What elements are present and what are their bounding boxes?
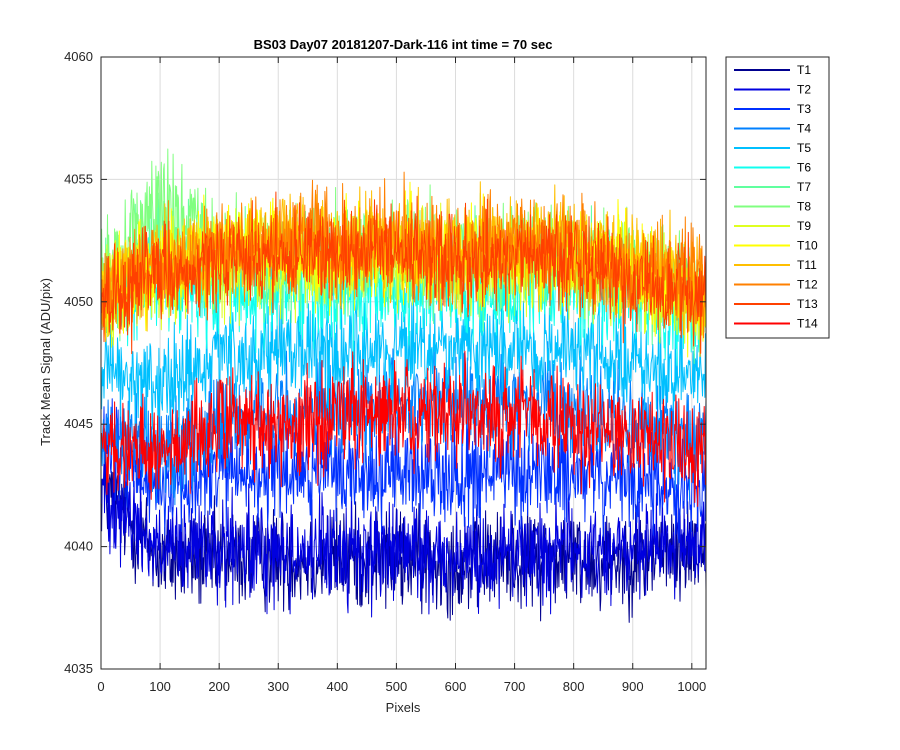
legend: T1 T2 T3 T4 T5 T6 T7 T8 T9 T10 T11 T12 T13 T14 xyxy=(725,56,830,339)
y-tick-label: 4060 xyxy=(64,49,93,64)
legend-label-t1: T1 xyxy=(797,63,811,77)
x-tick-label: 900 xyxy=(622,679,644,694)
series-layer xyxy=(101,148,707,623)
series-line-t12 xyxy=(101,171,707,339)
y-tick-label: 4040 xyxy=(64,539,93,554)
axes xyxy=(100,56,707,670)
x-axis-label: Pixels xyxy=(386,700,421,715)
legend-label-t12: T12 xyxy=(797,278,818,292)
y-tick-label: 4050 xyxy=(64,294,93,309)
series-line-t5 xyxy=(101,286,707,445)
y-axis-label: Track Mean Signal (ADU/pix) xyxy=(38,278,53,446)
series-line-t3 xyxy=(101,398,707,544)
x-tick-label: 700 xyxy=(504,679,526,694)
series-line-t14 xyxy=(101,350,707,507)
legend-label-t4: T4 xyxy=(797,122,811,136)
legend-label-t7: T7 xyxy=(797,180,811,194)
legend-box xyxy=(725,56,830,339)
series-line-t2 xyxy=(101,460,707,618)
x-tick-label: 300 xyxy=(267,679,289,694)
legend-label-t13: T13 xyxy=(797,297,818,311)
x-tick-label: 200 xyxy=(208,679,230,694)
legend-label-t10: T10 xyxy=(797,239,818,253)
legend-label-t9: T9 xyxy=(797,219,811,233)
legend-label-t2: T2 xyxy=(797,83,811,97)
legend-label-t8: T8 xyxy=(797,200,811,214)
legend-label-t11: T11 xyxy=(797,258,817,272)
x-tick-label: 400 xyxy=(326,679,348,694)
axes-box xyxy=(100,56,707,670)
x-tick-label: 800 xyxy=(563,679,585,694)
x-tick-label: 100 xyxy=(149,679,171,694)
x-tick-label: 0 xyxy=(97,679,104,694)
legend-label-t5: T5 xyxy=(797,141,811,155)
x-tick-label: 600 xyxy=(445,679,467,694)
y-tick-label: 4035 xyxy=(64,661,93,676)
ticks: 0 100 200 300 400 500 600 700 800 900 1000 4035 4040… xyxy=(64,49,706,694)
legend-label-t6: T6 xyxy=(797,161,811,175)
x-tick-label: 1000 xyxy=(677,679,706,694)
x-tick-label: 500 xyxy=(386,679,408,694)
chart-title: BS03 Day07 20181207-Dark-116 int time = … xyxy=(254,37,553,52)
legend-label-t3: T3 xyxy=(797,102,811,116)
y-tick-label: 4055 xyxy=(64,171,93,186)
legend-label-t14: T14 xyxy=(797,317,818,331)
series-line-t13 xyxy=(101,191,707,355)
y-tick-label: 4045 xyxy=(64,416,93,431)
